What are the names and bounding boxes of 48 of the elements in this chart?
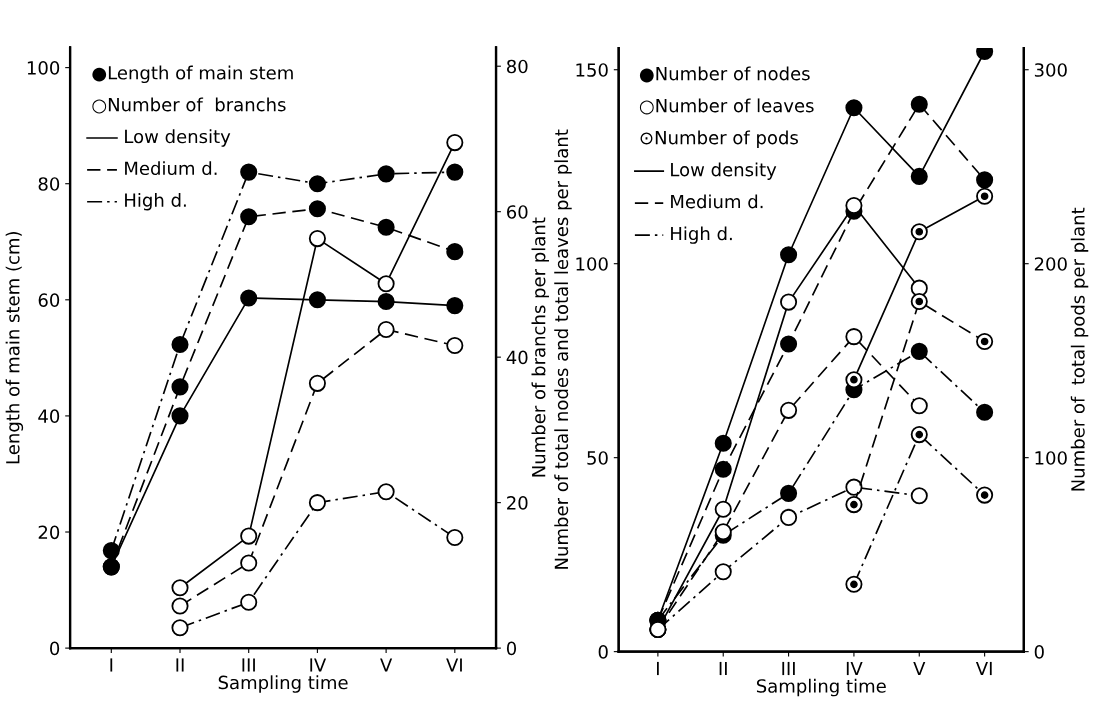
y-tick-label: 0: [598, 645, 608, 659]
y-tick-label: 100: [27, 61, 60, 75]
annotation: High d.: [671, 226, 732, 244]
annotation: Low density: [125, 129, 231, 147]
y2-tick-label: 80: [506, 59, 528, 74]
annotation: Medium d.: [671, 194, 763, 209]
y2-tick-label: 200: [1034, 257, 1067, 271]
x-tick-label: VI: [975, 661, 992, 676]
y2-tick-label: 40: [506, 350, 528, 365]
annotation: ○Number of branchs: [92, 97, 286, 114]
y-axis-title: Length of main stem (cm): [5, 231, 24, 464]
x-tick-label: III: [242, 658, 255, 672]
y2-axis-title: Number of branchs per plant: [531, 217, 549, 477]
y-tick-label: 40: [38, 409, 60, 424]
x-axis-title: Sampling time: [756, 678, 886, 697]
y-axis-title: Number of total nodes and total leaves per plant: [554, 129, 572, 569]
x-tick-label: V: [380, 658, 393, 672]
x-tick-label: I: [656, 661, 659, 676]
y2-tick-label: 300: [1034, 63, 1067, 77]
x-tick-label: IV: [846, 661, 863, 676]
y-tick-label: 100: [576, 257, 608, 271]
x-tick-label: II: [719, 661, 727, 676]
y2-tick-label: 0: [506, 641, 517, 656]
x-tick-label: IV: [310, 658, 327, 672]
annotation: Medium d.: [125, 161, 217, 176]
x-tick-label: III: [782, 661, 795, 676]
y2-tick-label: 20: [507, 496, 528, 510]
y2-tick-label: 60: [507, 205, 528, 219]
y-tick-label: 60: [38, 293, 60, 307]
x-tick-label: VI: [446, 658, 462, 672]
y2-tick-label: 0: [1034, 645, 1044, 659]
annotation: Low density: [671, 162, 777, 180]
y2-tick-label: 100: [1035, 451, 1067, 465]
annotation: ○Number of leaves: [639, 98, 814, 115]
y2-axis-title: Number of total pods per plant: [1070, 207, 1089, 491]
x-tick-label: II: [176, 658, 184, 672]
annotation: ●Number of nodes: [639, 66, 810, 83]
annotation: High d.: [125, 192, 186, 211]
y-tick-label: 0: [50, 641, 60, 656]
x-tick-label: I: [110, 658, 113, 672]
y-tick-label: 80: [38, 177, 60, 191]
y-tick-label: 20: [38, 525, 60, 540]
annotation: ⊙Number of pods: [640, 130, 798, 148]
x-tick-label: V: [913, 661, 926, 676]
y-tick-label: 50: [587, 451, 608, 465]
y-tick-label: 150: [576, 63, 608, 77]
annotation: ●Length of main stem: [92, 65, 293, 84]
x-axis-title: Sampling time: [218, 675, 348, 693]
